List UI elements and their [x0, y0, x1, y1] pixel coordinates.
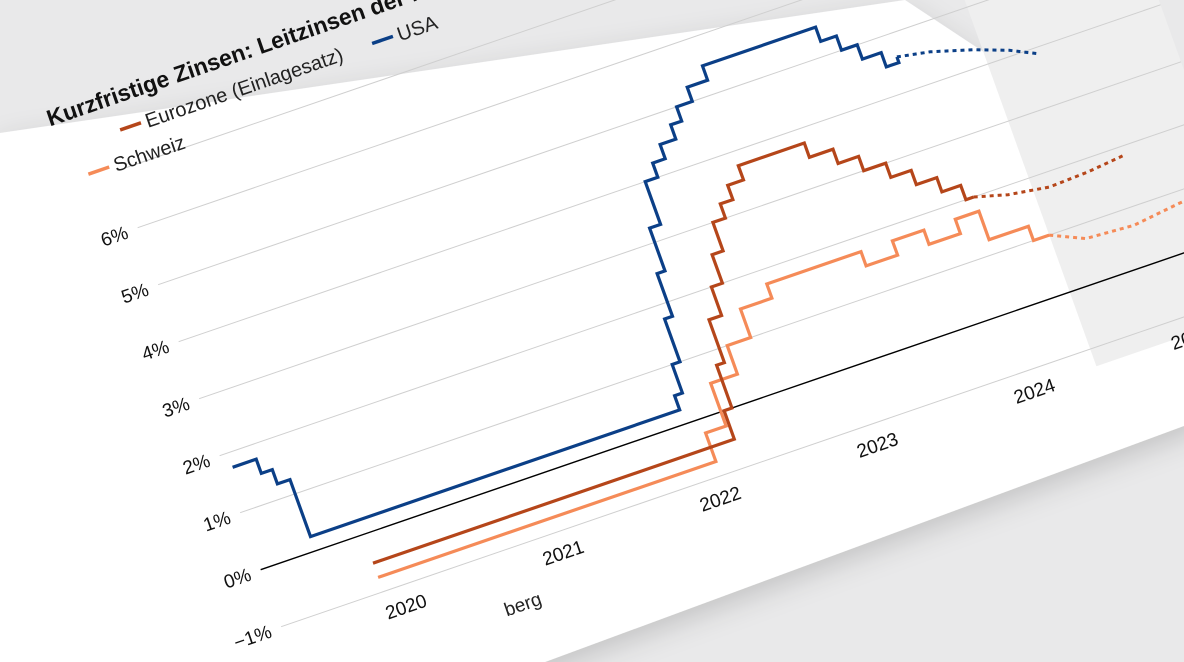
series-forecast-line [896, 48, 1038, 59]
zero-baseline [260, 252, 1184, 571]
legend-swatch [371, 34, 394, 46]
gridline [198, 61, 1182, 400]
legend-swatch [87, 165, 110, 176]
gridline [116, 0, 617, 172]
legend-swatch [119, 121, 142, 132]
gridline [178, 4, 1161, 343]
series-line [377, 209, 1050, 579]
gridline [280, 316, 1184, 628]
series-line [372, 140, 975, 565]
series-forecast-line [1049, 199, 1184, 241]
gridline [137, 0, 803, 229]
series-line [232, 25, 901, 539]
gridline [157, 0, 990, 286]
forecast-region [964, 0, 1184, 367]
legend-label: USA [394, 12, 441, 46]
